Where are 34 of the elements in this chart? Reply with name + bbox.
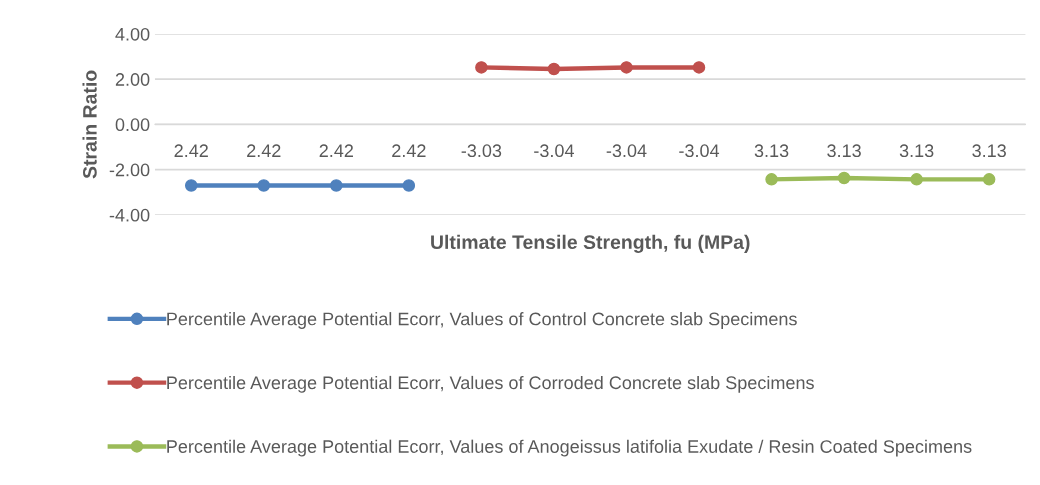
legend-label: Percentile Average Potential Ecorr, Values of Control Concrete slab Specimens: [167, 312, 797, 329]
point: [910, 173, 923, 186]
y-tick-label: -2.00: [109, 163, 150, 177]
legend-label: Percentile Average Potential Ecorr, Values of Anogeissus latifolia Exudate / Resin Coated Specimens: [167, 439, 972, 457]
point: [692, 61, 706, 74]
point: [547, 62, 561, 76]
y-tick-label: 0.00: [115, 118, 150, 132]
point: [184, 179, 198, 192]
legend-label: Percentile Average Potential Ecorr, Values of Corroded Concrete slab Specimens: [167, 375, 814, 393]
point: [982, 173, 996, 186]
y-tick-label: 2.00: [115, 73, 150, 86]
y-tick-label: -4.00: [109, 208, 150, 222]
x-tick-label: 2.42: [247, 144, 281, 157]
x-tick-label: 3.13: [754, 144, 789, 158]
x-tick-label: 3.13: [899, 144, 934, 158]
x-tick-label: -3.04: [679, 144, 720, 158]
x-tick-label: 2.42: [174, 144, 208, 157]
point: [765, 173, 778, 186]
x-tick-label: -3.03: [461, 144, 502, 158]
point: [330, 179, 343, 192]
x-tick-label: -3.04: [534, 144, 574, 158]
y-axis-title: Strain Ratio: [82, 70, 97, 179]
x-tick-label: 3.13: [972, 144, 1006, 158]
point: [620, 61, 633, 74]
x-tick-label: 2.42: [392, 144, 426, 157]
x-axis-title: Ultimate Tensile Strength, fu (MPa): [431, 234, 750, 253]
point: [475, 61, 488, 74]
y-tick-label: 4.00: [115, 27, 150, 41]
x-tick-label: 2.42: [319, 144, 353, 157]
x-tick-label: 3.13: [827, 144, 861, 158]
point: [402, 179, 416, 192]
point: [837, 171, 851, 185]
x-tick-label: -3.04: [606, 144, 647, 158]
point: [257, 179, 271, 192]
